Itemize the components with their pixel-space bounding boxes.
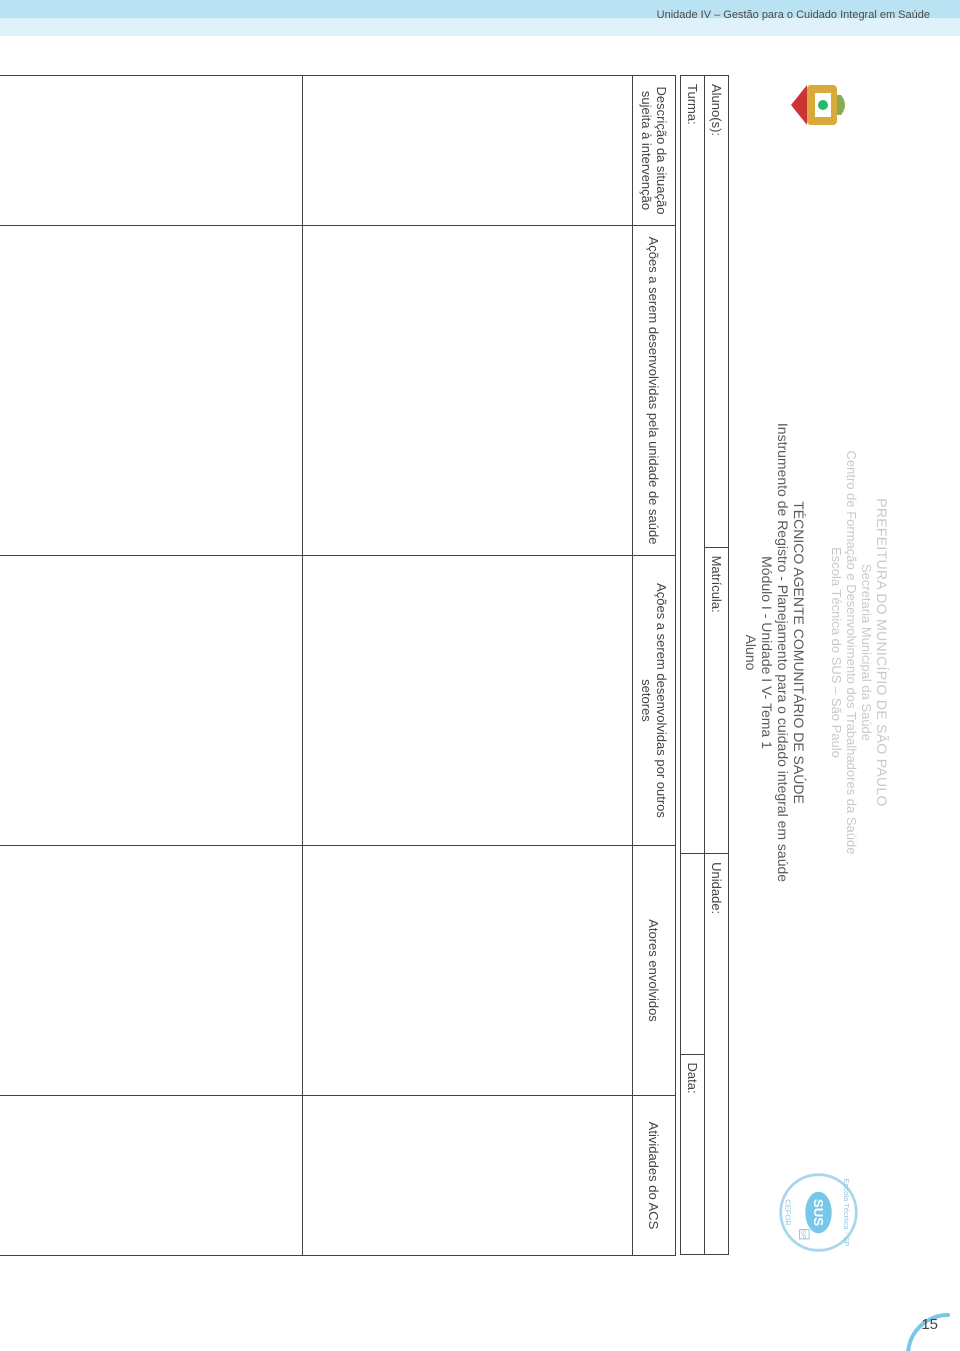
info-row-1: Aluno(s): Matrícula: Unidade: bbox=[705, 76, 729, 1255]
page: Unidade IV – Gestão para o Cuidado Integ… bbox=[0, 0, 960, 1351]
brasao-logo bbox=[784, 75, 849, 135]
grid-cell bbox=[0, 556, 303, 846]
hdr-line-5: TÉCNICO AGENTE COMUNITÁRIO DE SAÚDE bbox=[791, 135, 807, 1170]
hdr-line-3: Centro de Formação e Desenvolvimento dos… bbox=[844, 135, 859, 1170]
page-number-badge: 15 bbox=[917, 1310, 942, 1337]
planning-grid: Descrição da situação sujeita à interven… bbox=[0, 75, 676, 1256]
top-banner-text: Unidade IV – Gestão para o Cuidado Integ… bbox=[657, 9, 930, 21]
grid-cell bbox=[0, 1096, 303, 1256]
grid-row bbox=[303, 76, 633, 1256]
grid-cell bbox=[303, 556, 633, 846]
grid-cell bbox=[303, 846, 633, 1096]
grid-row bbox=[0, 76, 303, 1256]
info-table: Aluno(s): Matrícula: Unidade: Turma: Dat… bbox=[680, 75, 729, 1255]
col-acoes-setores: Ações a serem desenvolvidas por outros s… bbox=[633, 556, 676, 846]
col-atividades-acs: Atividades do ACS bbox=[633, 1096, 676, 1256]
svg-text:SP: SP bbox=[800, 1230, 807, 1239]
hdr-line-7: Módulo I - Unidade I V- Tema 1 bbox=[759, 135, 775, 1170]
header-center: PREFEITURA DO MUNICÍPIO DE SÃO PAULO Sec… bbox=[743, 135, 890, 1170]
col-acoes-unidade: Ações a serem desenvolvidas pela unidade… bbox=[633, 226, 676, 556]
grid-cell bbox=[303, 226, 633, 556]
top-banner: Unidade IV – Gestão para o Cuidado Integ… bbox=[0, 0, 960, 36]
header-row: PREFEITURA DO MUNICÍPIO DE SÃO PAULO Sec… bbox=[743, 75, 890, 1255]
field-turma: Turma: bbox=[681, 76, 705, 854]
grid-cell bbox=[0, 226, 303, 556]
rotated-content: PREFEITURA DO MUNICÍPIO DE SÃO PAULO Sec… bbox=[70, 75, 890, 1255]
field-unidade: Unidade: bbox=[705, 854, 729, 1255]
hdr-line-8: Aluno bbox=[743, 135, 759, 1170]
hdr-line-6: Instrumento de Registro - Planejamento p… bbox=[775, 135, 791, 1170]
grid-header-row: Descrição da situação sujeita à interven… bbox=[633, 76, 676, 1256]
sus-logo: Escola Técnica - SP CEFOR SUS SP bbox=[772, 1170, 862, 1255]
hdr-line-4: Escola Técnica do SUS – São Paulo bbox=[829, 135, 844, 1170]
svg-text:CEFOR: CEFOR bbox=[784, 1199, 793, 1226]
grid-cell bbox=[0, 846, 303, 1096]
field-matricula: Matrícula: bbox=[705, 547, 729, 854]
grid-cell bbox=[303, 1096, 633, 1256]
info-row-2: Turma: Data: bbox=[681, 76, 705, 1255]
field-blank bbox=[681, 854, 705, 1054]
col-descricao: Descrição da situação sujeita à interven… bbox=[633, 76, 676, 226]
svg-text:Escola Técnica - SP: Escola Técnica - SP bbox=[843, 1179, 852, 1247]
grid-cell bbox=[303, 76, 633, 226]
field-data: Data: bbox=[681, 1054, 705, 1254]
grid-cell bbox=[0, 76, 303, 226]
col-atores: Atores envolvidos bbox=[633, 846, 676, 1096]
hdr-line-2: Secretaria Municipal da Saúde bbox=[859, 135, 874, 1170]
hdr-line-1: PREFEITURA DO MUNICÍPIO DE SÃO PAULO bbox=[874, 135, 890, 1170]
page-number: 15 bbox=[917, 1310, 942, 1337]
field-aluno: Aluno(s): bbox=[705, 76, 729, 548]
svg-text:SUS: SUS bbox=[811, 1199, 826, 1226]
